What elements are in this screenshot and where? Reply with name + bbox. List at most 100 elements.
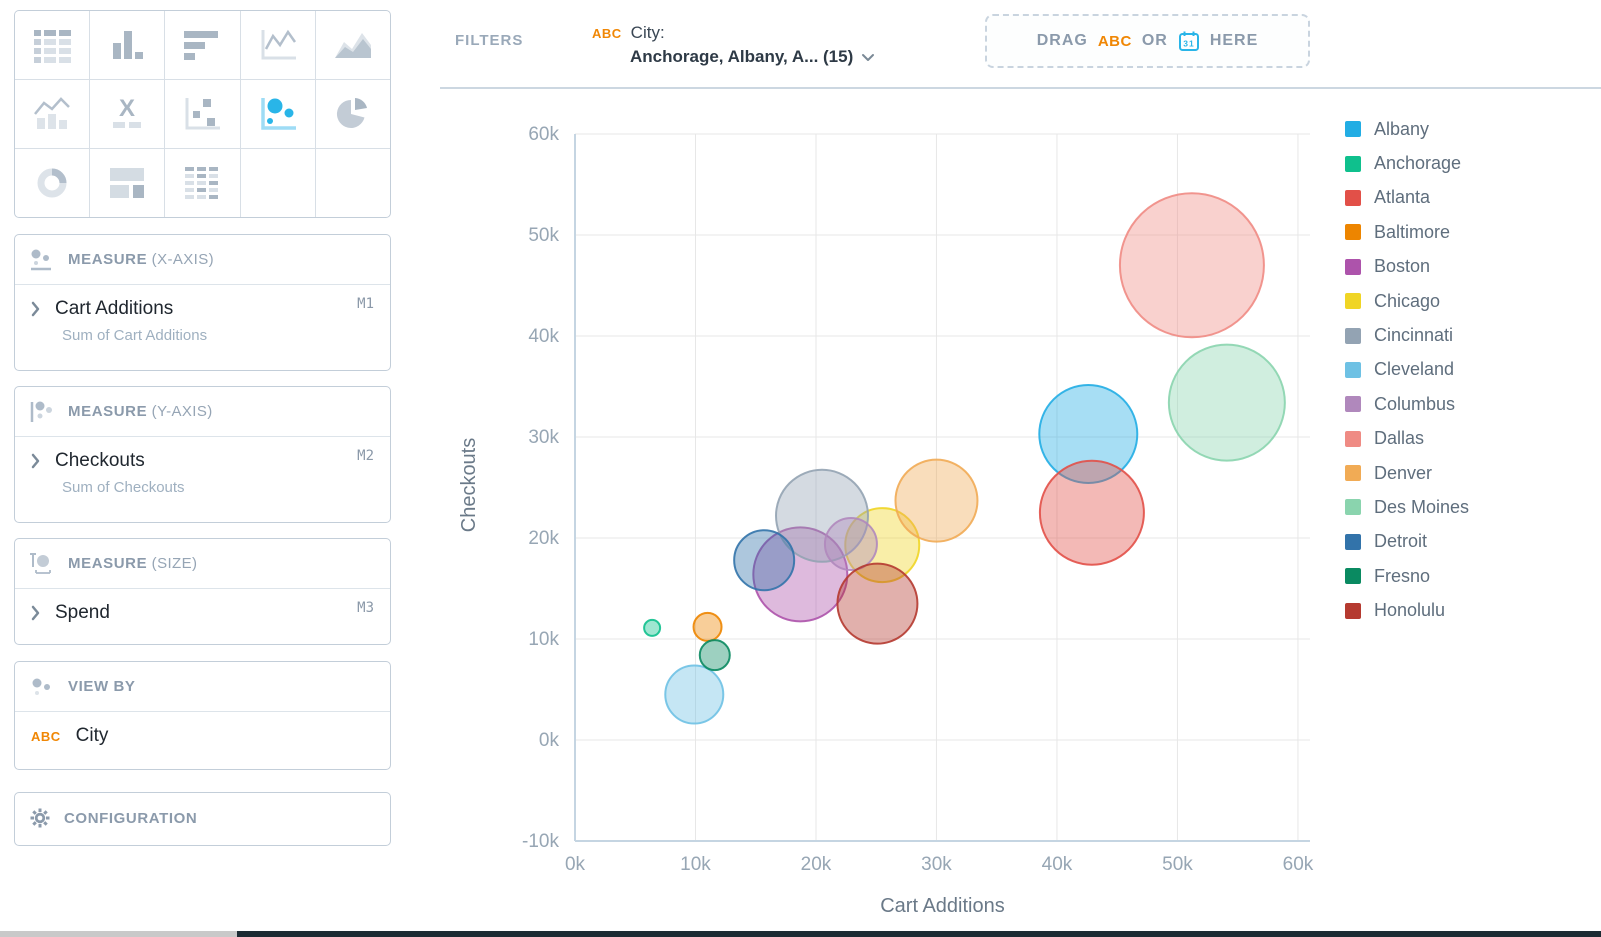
y-tick-label: -10k [522, 831, 559, 852]
legend-swatch [1345, 189, 1361, 206]
legend-label: Dallas [1374, 428, 1425, 449]
y-tick-label: 50k [528, 225, 559, 246]
chart-type-scatter[interactable] [165, 80, 240, 148]
legend-label: Denver [1374, 462, 1433, 483]
panel-qualifier: (X-AXIS) [151, 250, 215, 268]
y-axis-title: Checkouts [458, 438, 480, 533]
view-by-field: City [75, 725, 109, 746]
legend-item-cleveland[interactable]: Cleveland [1345, 353, 1469, 387]
legend-swatch [1345, 499, 1361, 516]
bottom-strip-dark[interactable] [237, 931, 1601, 937]
legend-item-des-moines[interactable]: Des Moines [1345, 490, 1469, 524]
x-tick-label: 0k [565, 854, 586, 875]
table-icon [34, 30, 72, 63]
active-filter-chip[interactable]: ABC City: Anchorage, Albany, A... (15) [592, 23, 875, 67]
measure-y-header: MEASURE (Y-AXIS) [15, 387, 390, 437]
bubble-des-moines[interactable] [1167, 343, 1286, 462]
x-tick-label: 30k [921, 854, 952, 875]
bubble-cincinnati[interactable] [775, 468, 870, 563]
legend-item-denver[interactable]: Denver [1345, 456, 1469, 490]
legend-item-detroit[interactable]: Detroit [1345, 525, 1469, 559]
chart-type-pie[interactable] [315, 80, 390, 148]
legend-swatch [1345, 293, 1361, 310]
legend-item-honolulu[interactable]: Honolulu [1345, 593, 1469, 627]
view-by-field-row[interactable]: ABC City [31, 725, 376, 747]
bubble-detroit[interactable] [733, 529, 796, 592]
chart-type-empty-1 [240, 149, 315, 217]
bubble-columbus[interactable] [823, 517, 878, 572]
scatter-plot-icon [185, 98, 221, 130]
chart-type-horizontal-bar[interactable] [165, 11, 240, 79]
panel-title: MEASURE [68, 554, 148, 572]
legend-item-atlanta[interactable]: Atlanta [1345, 181, 1469, 215]
measure-y-field-row[interactable]: Checkouts [31, 450, 376, 472]
measure-x-field-row[interactable]: Cart Additions [31, 298, 376, 320]
panel-title: VIEW BY [68, 678, 136, 695]
bottom-strip-light [0, 931, 237, 937]
chart-type-layout[interactable] [90, 149, 165, 217]
legend-swatch [1345, 602, 1361, 619]
bubble-denver[interactable] [894, 458, 979, 543]
legend-item-dallas[interactable]: Dallas [1345, 422, 1469, 456]
filter-value: Anchorage, Albany, A... (15) [630, 47, 854, 66]
measure-y-field: Checkouts [55, 450, 145, 471]
measure-size-header: MEASURE (SIZE) [15, 539, 390, 589]
measure-x-body: Cart Additions M1 Sum of Cart Additions [15, 285, 390, 354]
chevron-right-icon [31, 453, 40, 469]
legend-swatch [1345, 533, 1361, 550]
drop-zone-drag-label: DRAG [1036, 32, 1088, 49]
abc-type-badge: ABC [1097, 32, 1132, 50]
measure-size-field-row[interactable]: Spend [31, 602, 376, 624]
legend-item-fresno[interactable]: Fresno [1345, 559, 1469, 593]
x-tick-label: 40k [1042, 854, 1073, 875]
panel-qualifier: (Y-AXIS) [151, 402, 213, 420]
view-by-header: VIEW BY [15, 662, 390, 712]
bubble-atlanta[interactable] [1038, 459, 1145, 566]
legend-item-cincinnati[interactable]: Cincinnati [1345, 318, 1469, 352]
legend-item-anchorage[interactable]: Anchorage [1345, 146, 1469, 180]
legend-item-baltimore[interactable]: Baltimore [1345, 215, 1469, 249]
chart-type-bar[interactable] [90, 11, 165, 79]
chart-type-area[interactable] [315, 11, 390, 79]
legend-label: Albany [1374, 118, 1430, 139]
bubble-cleveland[interactable] [664, 664, 725, 725]
chart-type-combo[interactable] [15, 80, 90, 148]
measure-x-field: Cart Additions [55, 298, 174, 319]
drop-zone-here-label: HERE [1209, 32, 1259, 49]
bubble-chicago[interactable] [844, 507, 921, 584]
configuration-title: CONFIGURATION [64, 809, 198, 827]
bubble-dallas[interactable] [1118, 192, 1265, 339]
measure-size-field: Spend [55, 602, 110, 623]
legend-label: Cincinnati [1374, 325, 1454, 346]
legend-item-chicago[interactable]: Chicago [1345, 284, 1469, 318]
chart-type-kpi[interactable]: X [90, 80, 165, 148]
chevron-right-icon [31, 605, 40, 621]
legend-item-boston[interactable]: Boston [1345, 250, 1469, 284]
svg-text:31: 31 [1183, 39, 1194, 49]
filter-drop-zone[interactable]: DRAG ABC OR 31 HERE [985, 14, 1310, 68]
gear-icon [30, 808, 50, 828]
legend-item-columbus[interactable]: Columbus [1345, 387, 1469, 421]
chart-type-table[interactable] [15, 11, 90, 79]
panel-configuration[interactable]: CONFIGURATION [14, 792, 391, 846]
chart-type-donut[interactable] [15, 149, 90, 217]
bubble-baltimore[interactable] [692, 611, 723, 642]
legend-item-albany[interactable]: Albany [1345, 112, 1469, 146]
panel-qualifier: (SIZE) [151, 554, 198, 572]
chart-legend: Albany Anchorage Atlanta Baltimore Boston Chi… [1345, 112, 1469, 628]
measure-y-badge: M2 [357, 448, 374, 464]
bubble-albany[interactable] [1038, 383, 1139, 484]
y-tick-label: 60k [528, 124, 559, 145]
bubble-boston[interactable] [752, 526, 849, 623]
chart-type-line[interactable] [240, 11, 315, 79]
chart-type-pivot-table[interactable] [165, 149, 240, 217]
bubble-honolulu[interactable] [836, 562, 919, 645]
bubble-fresno[interactable] [698, 639, 731, 672]
chart-type-grid: X [14, 10, 391, 218]
legend-swatch [1345, 465, 1361, 482]
bubble-anchorage[interactable] [643, 618, 662, 637]
line-chart-icon [261, 29, 296, 60]
legend-label: Atlanta [1374, 187, 1431, 208]
chart-type-bubble selected[interactable] [240, 80, 315, 148]
